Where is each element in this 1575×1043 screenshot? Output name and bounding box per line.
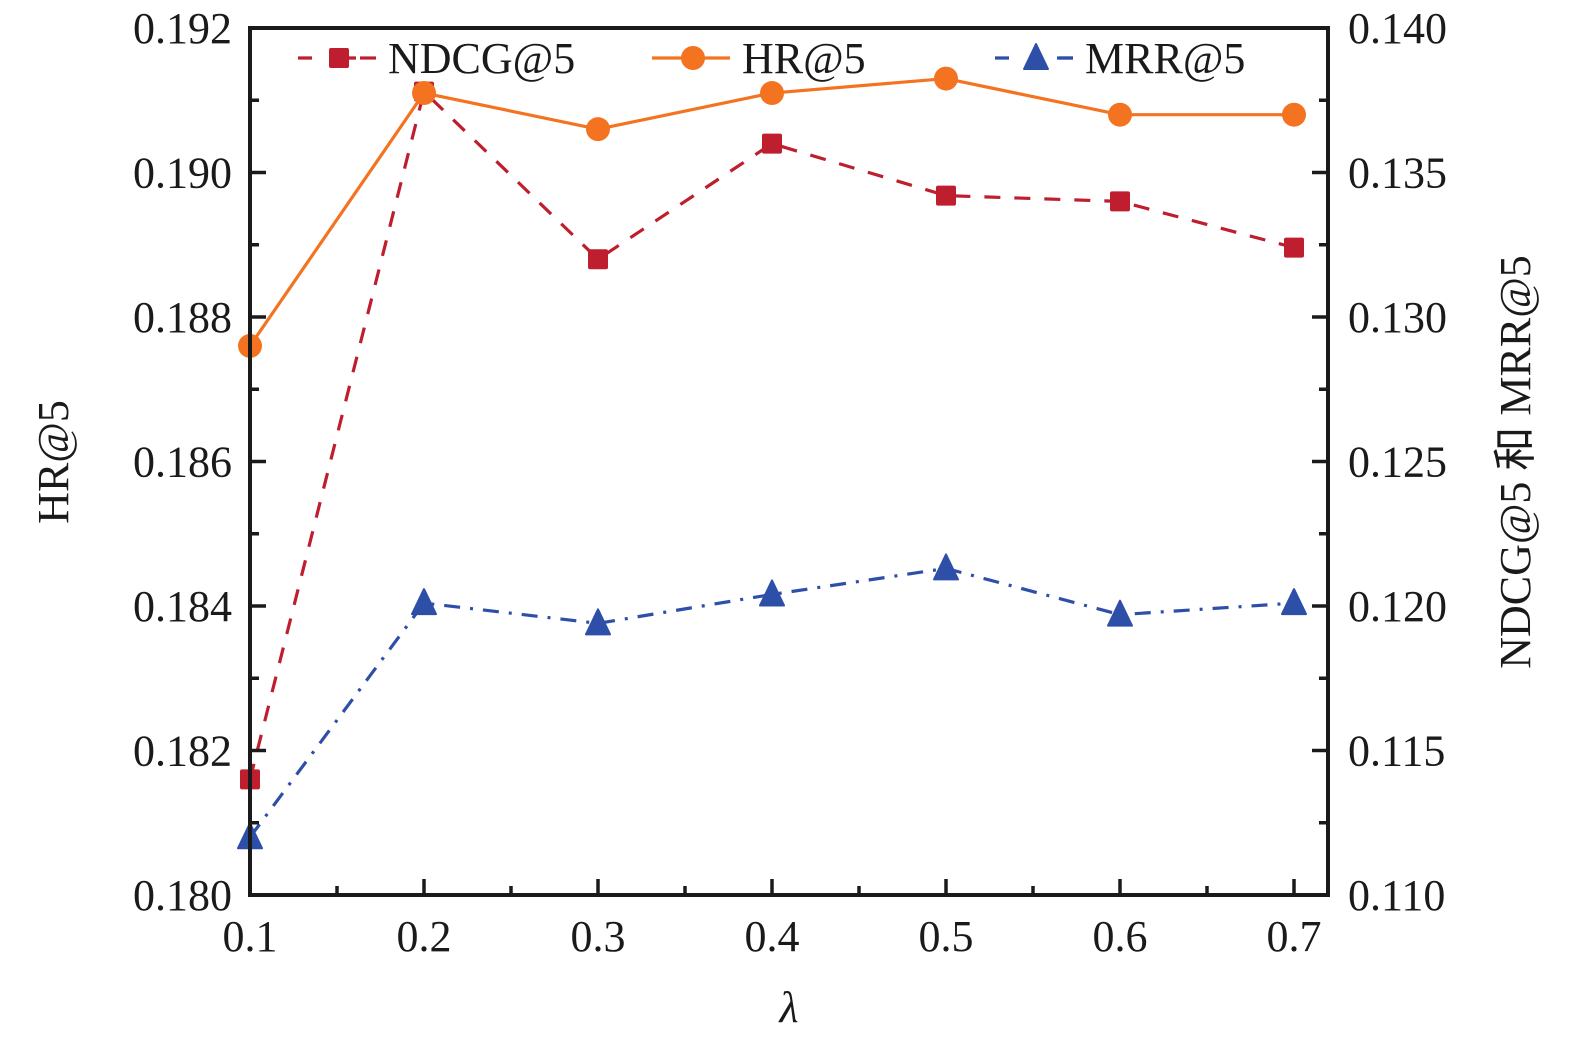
data-point-hr-at-5: [1108, 102, 1132, 127]
square-marker-icon: [329, 48, 349, 68]
tick-labels: 0.1 0.2 0.3 0.4 0.5 0.6 0.7 0.180 0.182 0.184 0.18…: [133, 4, 1447, 961]
legend-item: HR@5: [652, 34, 866, 83]
data-point-mrr-at-5: [759, 579, 785, 607]
data-point-hr-at-5: [586, 117, 610, 142]
series-line-mrr-at-5: [248, 566, 1295, 839]
y-left-tick-label: 0.180: [133, 871, 232, 920]
x-tick-label: 0.5: [919, 912, 974, 961]
y-right-tick-label: 0.125: [1348, 438, 1447, 487]
y-right-axis-title: NDCG@5 和 MRR@5: [1491, 255, 1540, 669]
circle-marker-icon: [681, 46, 705, 70]
y-left-tick-label: 0.184: [133, 582, 232, 631]
y-left-tick-label: 0.192: [133, 4, 232, 53]
x-tick-label: 0.7: [1267, 912, 1322, 961]
data-point-ndcg-at-5: [762, 133, 782, 154]
x-tick-label: 0.1: [223, 912, 278, 961]
plot-frame: [248, 26, 1330, 897]
data-point-mrr-at-5: [1281, 588, 1307, 616]
data-point-hr-at-5: [934, 66, 958, 91]
series-markers: [237, 66, 1307, 850]
data-point-hr-at-5: [760, 81, 784, 106]
y-left-tick-label: 0.190: [133, 149, 232, 198]
data-point-mrr-at-5: [1107, 599, 1133, 627]
data-point-mrr-at-5: [411, 588, 437, 616]
legend-label: MRR@5: [1085, 34, 1245, 83]
data-point-mrr-at-5: [933, 553, 959, 581]
y-left-axis-title: HR@5: [29, 400, 78, 524]
legend-item: MRR@5: [995, 34, 1245, 83]
y-right-tick-label: 0.110: [1348, 871, 1445, 920]
y-left-tick-label: 0.186: [133, 438, 232, 487]
x-tick-label: 0.2: [397, 912, 452, 961]
data-point-ndcg-at-5: [936, 185, 956, 206]
data-point-ndcg-at-5: [1110, 191, 1130, 212]
triangle-marker-icon: [1023, 43, 1049, 70]
y-right-tick-label: 0.135: [1348, 149, 1447, 198]
data-point-hr-at-5: [412, 81, 436, 106]
data-point-ndcg-at-5: [1284, 237, 1304, 258]
data-point-hr-at-5: [1282, 102, 1306, 127]
legend-label: HR@5: [742, 34, 866, 83]
x-tick-label: 0.6: [1093, 912, 1148, 961]
y-left-tick-label: 0.188: [133, 293, 232, 342]
x-tick-label: 0.3: [571, 912, 626, 961]
legend: NDCG@5 HR@5 MRR@5: [298, 34, 1245, 83]
y-left-tick-label: 0.182: [133, 727, 232, 776]
ticks: [248, 26, 1328, 897]
x-axis-title: λ: [777, 983, 798, 1032]
series-line-hr-at-5: [248, 76, 1294, 347]
series-line-ndcg-at-5: [248, 88, 1295, 780]
legend-label: NDCG@5: [388, 34, 575, 83]
axes: [248, 26, 1330, 897]
data-point-ndcg-at-5: [588, 249, 608, 270]
y-right-tick-label: 0.130: [1348, 293, 1447, 342]
legend-item: NDCG@5: [298, 34, 575, 83]
data-point-mrr-at-5: [585, 608, 611, 636]
x-tick-label: 0.4: [745, 912, 800, 961]
y-right-tick-label: 0.140: [1348, 4, 1447, 53]
y-right-tick-label: 0.115: [1348, 727, 1445, 776]
y-right-tick-label: 0.120: [1348, 582, 1447, 631]
series-lines: [248, 76, 1295, 839]
